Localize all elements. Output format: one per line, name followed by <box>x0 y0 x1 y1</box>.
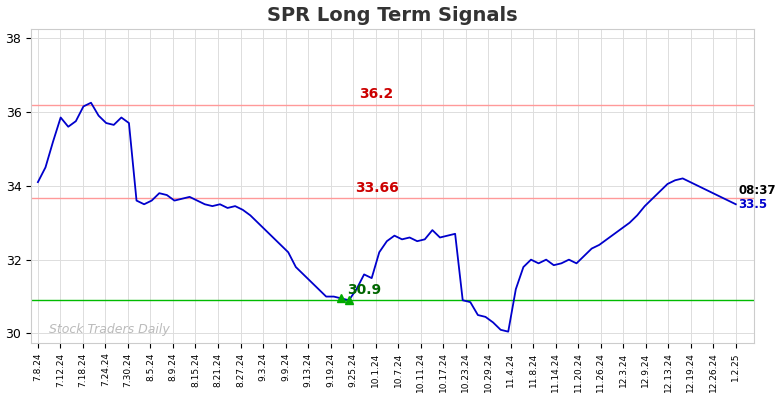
Text: 33.5: 33.5 <box>739 198 768 211</box>
Title: SPR Long Term Signals: SPR Long Term Signals <box>267 6 517 25</box>
Text: 08:37: 08:37 <box>739 184 776 197</box>
Text: 33.66: 33.66 <box>354 181 398 195</box>
Text: 30.9: 30.9 <box>347 283 381 297</box>
Text: Stock Traders Daily: Stock Traders Daily <box>49 324 170 336</box>
Text: 36.2: 36.2 <box>359 87 394 101</box>
